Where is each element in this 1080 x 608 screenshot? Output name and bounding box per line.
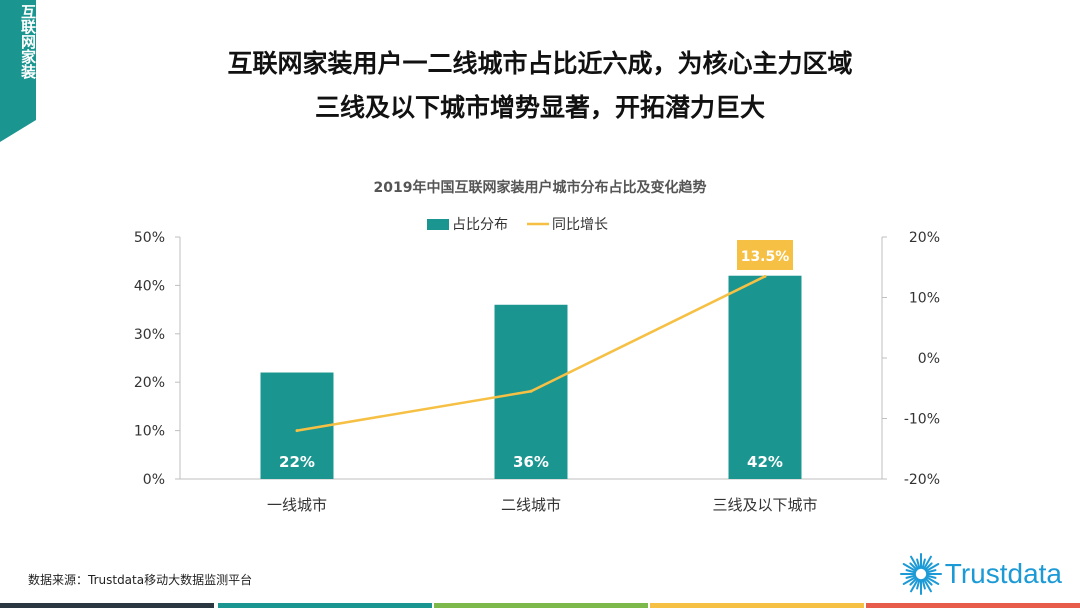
footer-color-segment <box>434 603 648 608</box>
footer-color-segment <box>650 603 864 608</box>
line-point <box>295 429 299 433</box>
sunburst-ray <box>909 577 918 586</box>
trustdata-logo: Trustdata <box>899 552 1062 596</box>
sunburst-ray <box>905 569 916 574</box>
right-tick-label: 10% <box>909 291 940 307</box>
bar <box>728 275 802 479</box>
right-tick-label: 20% <box>909 230 940 246</box>
sunburst-ray <box>915 578 921 590</box>
sunburst-ray <box>922 578 932 593</box>
right-tick-label: -10% <box>904 412 940 428</box>
right-tick-label: -20% <box>904 472 940 488</box>
footer-color-segment <box>0 603 214 608</box>
sunburst-ray <box>905 574 916 579</box>
sunburst-ray <box>923 562 933 571</box>
bar-data-label: 22% <box>279 453 315 471</box>
legend-label-bar: 占比分布 <box>452 217 508 233</box>
category-label: 一线城市 <box>267 496 327 514</box>
sunburst-ray <box>925 569 937 574</box>
sunburst-ray <box>909 562 918 571</box>
category-label: 三线及以下城市 <box>712 496 817 514</box>
section-tag: 互联网家装 <box>0 0 37 142</box>
left-tick-label: 10% <box>134 424 165 440</box>
left-tick-label: 50% <box>134 230 165 246</box>
line-point <box>763 274 767 278</box>
bar-data-label: 36% <box>513 453 549 471</box>
sunburst-ray <box>924 563 940 572</box>
sunburst-ray <box>921 558 926 570</box>
left-tick-label: 20% <box>134 375 165 391</box>
data-source-note: 数据来源：Trustdata移动大数据监测平台 <box>28 573 253 587</box>
bar-data-label: 42% <box>747 453 783 471</box>
right-tick-label: 0% <box>918 351 940 367</box>
legend-label-line: 同比增长 <box>552 217 608 233</box>
left-tick-label: 30% <box>134 327 165 343</box>
chart-title: 2019年中国互联网家装用户城市分布占比及变化趋势 <box>374 179 707 196</box>
sunburst-ray <box>909 578 919 593</box>
brand-name: Trustdata <box>944 558 1062 589</box>
sunburst-icon <box>899 553 942 595</box>
left-tick-label: 0% <box>143 472 165 488</box>
sunburst-ray <box>921 578 926 590</box>
sunburst-ray <box>902 563 917 572</box>
section-tag-text: 互联网家装 <box>19 4 37 79</box>
headline-line-1: 互联网家装用户一二线城市占比近六成，为核心主力区域 <box>227 49 853 78</box>
sunburst-ray <box>925 574 937 579</box>
sunburst-ray <box>923 577 933 586</box>
sunburst-ray <box>902 576 917 585</box>
callout-label: 13.5% <box>741 249 790 265</box>
sunburst-ray <box>922 555 932 570</box>
footer-color-segment <box>218 603 432 608</box>
sunburst-ray <box>924 576 940 585</box>
category-label: 二线城市 <box>501 496 561 514</box>
sunburst-ray <box>909 555 919 570</box>
sunburst-ray <box>915 558 921 570</box>
headline-line-2: 三线及以下城市增势显著，开拓潜力巨大 <box>314 93 765 122</box>
legend-swatch-bar <box>427 219 449 230</box>
line-point <box>529 389 533 393</box>
footer-color-segment <box>866 603 1080 608</box>
callout-box <box>737 240 793 270</box>
left-tick-label: 40% <box>134 278 165 294</box>
